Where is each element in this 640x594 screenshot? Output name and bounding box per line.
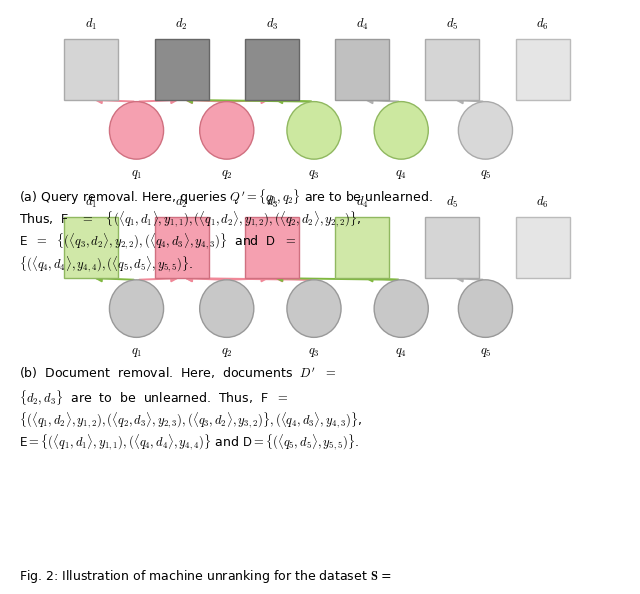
Ellipse shape: [458, 102, 513, 159]
Text: (a) Query removal. Here, queries $Q' = \{q_1, q_2\}$ are to be unlearned.: (a) Query removal. Here, queries $Q' = \…: [19, 187, 433, 207]
FancyBboxPatch shape: [244, 39, 299, 100]
Text: Thus,  $\mathsf{F}$   $=$   $\{(\langle q_1, d_1\rangle, y_{1,1}),(\langle q_1, : Thus, $\mathsf{F}$ $=$ $\{(\langle q_1, …: [19, 210, 362, 230]
Text: $\{(\langle q_1, d_2\rangle, y_{1,2}),(\langle q_2, d_3\rangle, y_{2,3}),(\langl: $\{(\langle q_1, d_2\rangle, y_{1,2}),(\…: [19, 410, 362, 431]
Text: $q_3$: $q_3$: [308, 346, 320, 359]
Text: $d_4$: $d_4$: [356, 195, 369, 210]
Text: $\{d_2, d_3\}$  are  to  be  unlearned.  Thus,  $\mathsf{F}$  $=$: $\{d_2, d_3\}$ are to be unlearned. Thus…: [19, 388, 289, 407]
Ellipse shape: [374, 280, 428, 337]
Text: $d_5$: $d_5$: [446, 17, 458, 32]
FancyBboxPatch shape: [244, 217, 299, 278]
Text: $d_3$: $d_3$: [266, 17, 278, 32]
Text: $d_6$: $d_6$: [536, 195, 549, 210]
FancyBboxPatch shape: [335, 39, 389, 100]
Text: $d_1$: $d_1$: [85, 17, 97, 32]
Text: $q_2$: $q_2$: [221, 168, 232, 181]
Text: $q_1$: $q_1$: [131, 168, 142, 181]
Ellipse shape: [287, 280, 341, 337]
Text: $\mathsf{E}$  $=$  $\{(\langle q_3, d_2\rangle, y_{2,2}),(\langle q_4, d_3\rangl: $\mathsf{E}$ $=$ $\{(\langle q_3, d_2\ra…: [19, 232, 296, 252]
FancyBboxPatch shape: [425, 217, 479, 278]
Text: $q_5$: $q_5$: [480, 346, 491, 359]
Ellipse shape: [287, 102, 341, 159]
Ellipse shape: [374, 102, 428, 159]
Text: $d_3$: $d_3$: [266, 195, 278, 210]
FancyBboxPatch shape: [425, 39, 479, 100]
Text: $q_4$: $q_4$: [396, 346, 407, 359]
Text: $d_2$: $d_2$: [175, 17, 188, 32]
Ellipse shape: [458, 280, 513, 337]
Text: $d_5$: $d_5$: [446, 195, 458, 210]
Text: $q_3$: $q_3$: [308, 168, 320, 181]
FancyBboxPatch shape: [335, 217, 389, 278]
Ellipse shape: [109, 102, 164, 159]
Text: $d_6$: $d_6$: [536, 17, 549, 32]
Text: $d_2$: $d_2$: [175, 195, 188, 210]
FancyBboxPatch shape: [155, 39, 209, 100]
FancyBboxPatch shape: [64, 217, 118, 278]
Text: $q_4$: $q_4$: [396, 168, 407, 181]
Text: $q_2$: $q_2$: [221, 346, 232, 359]
FancyBboxPatch shape: [515, 39, 570, 100]
Text: $q_1$: $q_1$: [131, 346, 142, 359]
Text: Fig. 2: Illustration of machine unranking for the dataset $\mathbf{S}$ =: Fig. 2: Illustration of machine unrankin…: [19, 568, 392, 585]
Text: $d_4$: $d_4$: [356, 17, 369, 32]
Text: $q_5$: $q_5$: [480, 168, 491, 181]
FancyBboxPatch shape: [515, 217, 570, 278]
Text: $\{(\langle q_4, d_4\rangle, y_{4,4}),(\langle q_5, d_5\rangle, y_{5,5})\}$.: $\{(\langle q_4, d_4\rangle, y_{4,4}),(\…: [19, 255, 194, 275]
Ellipse shape: [200, 280, 254, 337]
Ellipse shape: [200, 102, 254, 159]
Text: (b)  Document  removal.  Here,  documents  $D'$  $=$: (b) Document removal. Here, documents $D…: [19, 365, 336, 381]
Ellipse shape: [109, 280, 164, 337]
Text: $\mathsf{E} = \{(\langle q_1, d_1\rangle, y_{1,1}),(\langle q_4, d_4\rangle, y_{: $\mathsf{E} = \{(\langle q_1, d_1\rangle…: [19, 433, 360, 453]
FancyBboxPatch shape: [64, 39, 118, 100]
FancyBboxPatch shape: [155, 217, 209, 278]
Text: $d_1$: $d_1$: [85, 195, 97, 210]
